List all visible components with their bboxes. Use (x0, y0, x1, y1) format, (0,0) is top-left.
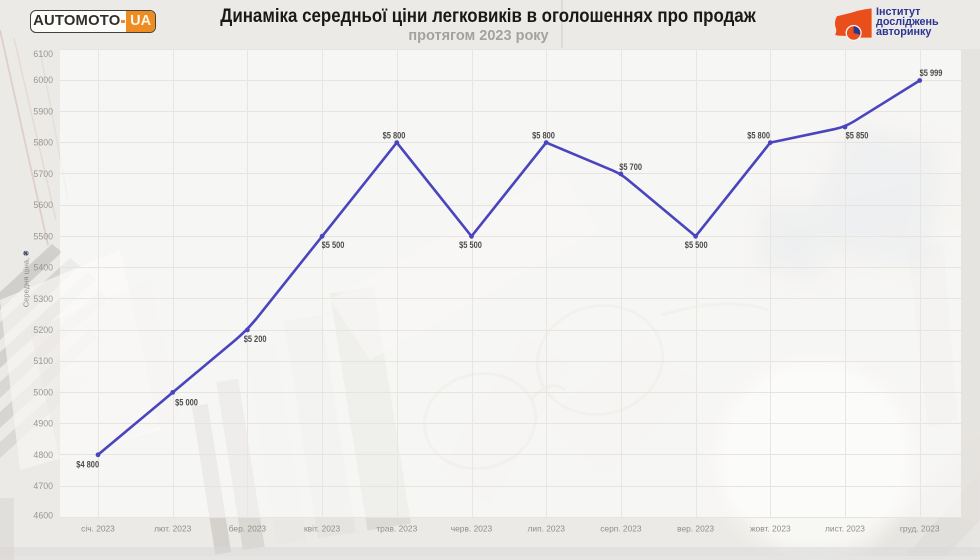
svg-text:5200: 5200 (33, 325, 53, 335)
svg-text:4600: 4600 (33, 510, 53, 520)
svg-text:4800: 4800 (33, 450, 53, 460)
svg-text:серп. 2023: серп. 2023 (600, 524, 642, 534)
svg-text:лют. 2023: лют. 2023 (154, 524, 192, 534)
svg-text:$5 500: $5 500 (685, 240, 708, 250)
svg-text:$5 500: $5 500 (322, 240, 345, 250)
svg-text:лип. 2023: лип. 2023 (528, 524, 566, 534)
svg-text:трав. 2023: трав. 2023 (376, 524, 417, 534)
svg-text:5900: 5900 (33, 106, 53, 116)
svg-text:бер. 2023: бер. 2023 (229, 524, 267, 534)
svg-text:4700: 4700 (33, 481, 53, 491)
svg-text:$4 800: $4 800 (76, 460, 99, 470)
svg-text:6000: 6000 (33, 75, 53, 85)
svg-text:5400: 5400 (33, 263, 53, 273)
svg-text:$5 200: $5 200 (244, 334, 267, 344)
svg-text:5600: 5600 (33, 200, 53, 210)
svg-text:$5 700: $5 700 (619, 162, 642, 172)
svg-text:груд. 2023: груд. 2023 (900, 524, 940, 534)
svg-text:5100: 5100 (33, 356, 53, 366)
svg-text:лист. 2023: лист. 2023 (825, 524, 865, 534)
svg-text:5500: 5500 (33, 231, 53, 241)
svg-text:вер. 2023: вер. 2023 (677, 524, 714, 534)
svg-text:Середня ціна, ₴: Середня ціна, ₴ (22, 251, 31, 308)
svg-text:$5 800: $5 800 (383, 131, 406, 141)
svg-text:січ. 2023: січ. 2023 (81, 524, 115, 534)
svg-text:$5 500: $5 500 (459, 240, 482, 250)
svg-text:квіт. 2023: квіт. 2023 (304, 524, 341, 534)
svg-text:5800: 5800 (33, 138, 53, 148)
svg-text:жовт. 2023: жовт. 2023 (750, 524, 791, 534)
svg-text:4900: 4900 (33, 419, 53, 429)
svg-text:6100: 6100 (33, 49, 53, 59)
svg-text:$5 850: $5 850 (846, 131, 869, 141)
svg-text:черв. 2023: черв. 2023 (451, 524, 493, 534)
svg-text:5700: 5700 (33, 169, 53, 179)
svg-text:$5 800: $5 800 (532, 131, 555, 141)
svg-text:5000: 5000 (33, 387, 53, 397)
svg-text:$5 000: $5 000 (175, 398, 198, 408)
svg-text:$5 999: $5 999 (920, 68, 943, 78)
svg-text:5300: 5300 (33, 294, 53, 304)
svg-text:$5 800: $5 800 (747, 131, 770, 141)
